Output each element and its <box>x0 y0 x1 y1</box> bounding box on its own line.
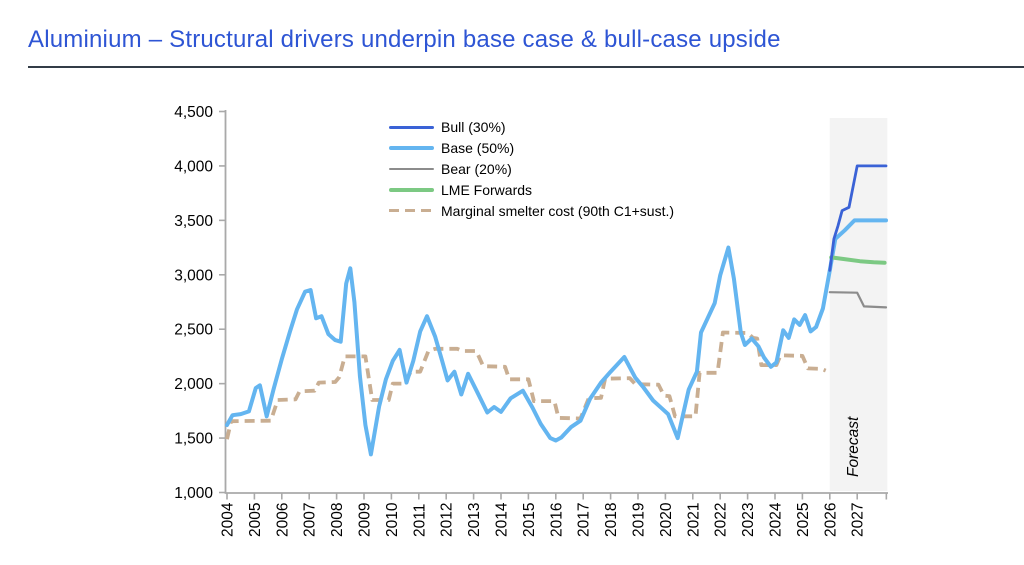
x-axis-label: 2019 <box>631 503 648 537</box>
legend-item-base-50: Base (50%) <box>389 138 674 159</box>
x-axis-label: 2016 <box>548 503 565 537</box>
x-axis-label: 2017 <box>576 503 593 537</box>
x-axis-label: 2026 <box>822 503 839 537</box>
legend-label-marginal-smelter-cost-90th-c1-sust: Marginal smelter cost (90th C1+sust.) <box>441 202 675 219</box>
x-axis-label: 2005 <box>247 503 264 537</box>
forecast-band <box>829 118 888 491</box>
series-line-lme-forwards <box>829 255 887 265</box>
x-axis-label: 2006 <box>274 503 291 537</box>
legend-label-bull-30: Bull (30%) <box>441 119 506 136</box>
x-axis-label: 2013 <box>466 503 483 537</box>
legend-item-marginal-smelter-cost-90th-c1-sust: Marginal smelter cost (90th C1+sust.) <box>389 200 674 221</box>
legend-swatch-base-50 <box>389 146 434 151</box>
legend-item-lme-forwards: LME Forwards <box>389 179 674 200</box>
x-axis-label: 2015 <box>521 503 538 537</box>
x-axis-label: 2027 <box>850 503 867 537</box>
page-title: Aluminium – Structural drivers underpin … <box>28 26 781 53</box>
legend-item-bull-30: Bull (30%) <box>389 117 674 138</box>
y-axis-label: 1,500 <box>174 431 213 448</box>
x-axis-label: 2024 <box>768 502 785 537</box>
legend-label-lme-forwards: LME Forwards <box>441 181 533 198</box>
x-axis-label: 2004 <box>220 502 237 537</box>
series-line-marginal-smelter-cost-90th-c1-sust <box>225 330 827 440</box>
x-axis-label: 2022 <box>713 503 730 537</box>
y-axis-label: 3,000 <box>174 267 213 284</box>
x-axis-label: 2012 <box>439 503 456 537</box>
x-axis-label: 2025 <box>795 503 812 537</box>
x-axis-label: 2014 <box>494 502 511 537</box>
legend-swatch-marginal-smelter-cost-90th-c1-sust <box>389 208 434 213</box>
legend-label-base-50: Base (50%) <box>441 140 515 157</box>
legend-swatch-lme-forwards <box>389 187 434 192</box>
series-line-bull-30 <box>828 164 888 272</box>
y-axis-label: 1,000 <box>174 485 213 502</box>
y-axis-label: 4,000 <box>174 158 213 175</box>
x-axis-label: 2021 <box>685 503 702 537</box>
x-axis-label: 2023 <box>740 503 757 537</box>
y-axis-label: 2,500 <box>174 322 213 339</box>
x-axis-label: 2018 <box>603 503 620 537</box>
x-axis-label: 2011 <box>411 504 428 537</box>
legend-item-bear-20: Bear (20%) <box>389 159 674 180</box>
x-axis-label: 2007 <box>302 503 319 537</box>
forecast-label: Forecast <box>845 416 862 477</box>
x-axis-label: 2020 <box>658 502 675 537</box>
series-line-bear-20 <box>828 291 888 309</box>
series-line-base-50 <box>225 218 888 457</box>
x-axis-label: 2009 <box>357 503 374 537</box>
x-axis-label: 2010 <box>384 502 401 537</box>
y-axis-label: 4,500 <box>174 104 213 121</box>
title-divider <box>28 66 1024 68</box>
y-axis-label: 3,500 <box>174 213 213 230</box>
legend-swatch-bear-20 <box>389 167 434 171</box>
x-axis-label: 2008 <box>329 503 346 537</box>
chart-legend: Bull (30%) Base (50%) Bear (20%) LME Forwar… <box>389 117 674 221</box>
y-axis-label: 2,000 <box>174 376 213 393</box>
legend-label-bear-20: Bear (20%) <box>441 160 512 177</box>
legend-swatch-bull-30 <box>389 126 434 129</box>
